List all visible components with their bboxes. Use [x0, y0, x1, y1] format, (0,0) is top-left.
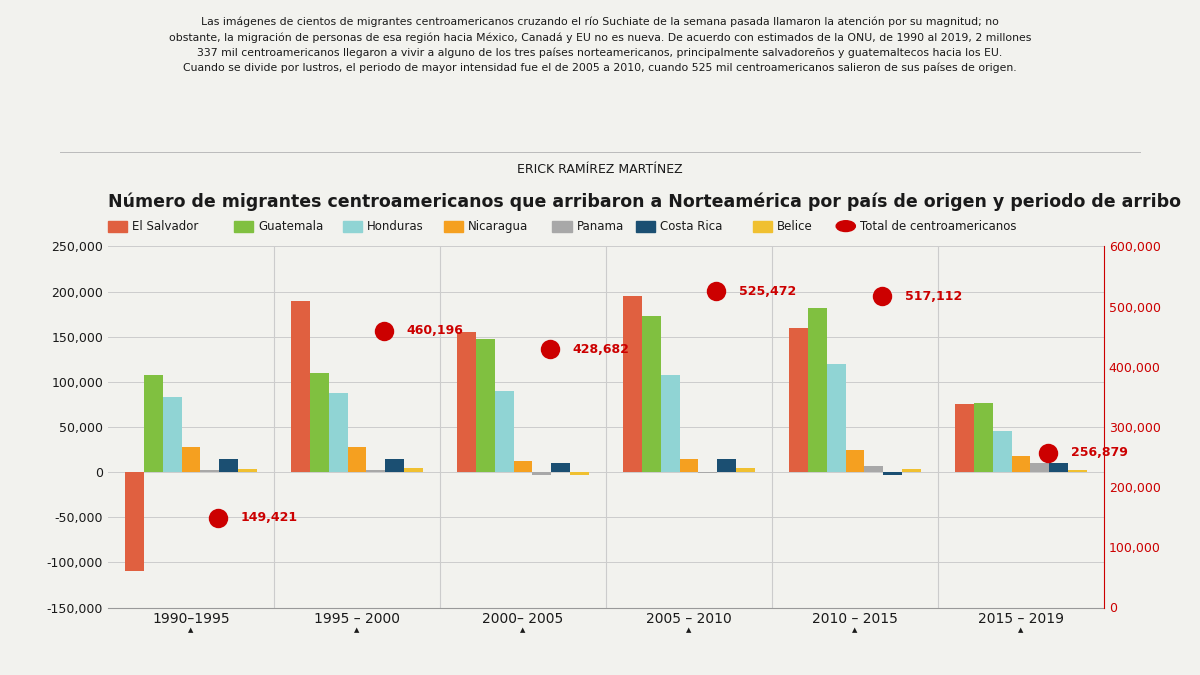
- Bar: [181, 447, 200, 472]
- Bar: [737, 468, 756, 472]
- Bar: [955, 404, 973, 472]
- Text: 517,112: 517,112: [905, 290, 962, 303]
- Text: ▲: ▲: [686, 627, 691, 633]
- Bar: [494, 391, 514, 472]
- Text: 149,421: 149,421: [241, 511, 298, 524]
- Bar: [239, 469, 257, 472]
- Bar: [642, 316, 660, 472]
- Bar: [660, 375, 679, 472]
- Bar: [385, 460, 404, 472]
- Text: Panama: Panama: [576, 219, 624, 233]
- Text: ▲: ▲: [354, 627, 360, 633]
- Text: Honduras: Honduras: [367, 219, 424, 233]
- Bar: [992, 431, 1012, 472]
- Bar: [404, 468, 424, 472]
- Bar: [348, 447, 366, 472]
- Text: Costa Rica: Costa Rica: [660, 219, 722, 233]
- Text: 460,196: 460,196: [407, 324, 463, 337]
- Bar: [552, 463, 570, 472]
- Bar: [883, 472, 902, 475]
- Bar: [456, 332, 475, 472]
- Bar: [1012, 456, 1031, 472]
- Bar: [623, 296, 642, 472]
- Bar: [846, 450, 864, 472]
- Bar: [200, 470, 220, 472]
- Bar: [718, 458, 737, 472]
- Text: ▲: ▲: [1019, 627, 1024, 633]
- Bar: [698, 472, 718, 473]
- Bar: [220, 460, 239, 472]
- Text: ERICK RAMÍREZ MARTÍNEZ: ERICK RAMÍREZ MARTÍNEZ: [517, 163, 683, 176]
- Bar: [973, 402, 992, 472]
- Bar: [679, 458, 698, 472]
- Text: ▲: ▲: [852, 627, 858, 633]
- Bar: [366, 470, 385, 472]
- Bar: [125, 472, 144, 571]
- Text: Número de migrantes centroamericanos que arribaron a Norteamérica por país de or: Número de migrantes centroamericanos que…: [108, 192, 1181, 211]
- Bar: [514, 461, 533, 472]
- Text: ▲: ▲: [521, 627, 526, 633]
- Bar: [329, 393, 348, 472]
- Text: Nicaragua: Nicaragua: [468, 219, 528, 233]
- Text: Belice: Belice: [778, 219, 812, 233]
- Bar: [1050, 463, 1068, 472]
- Bar: [144, 375, 162, 472]
- Bar: [533, 472, 552, 475]
- Text: ▲: ▲: [188, 627, 193, 633]
- Text: 256,879: 256,879: [1070, 446, 1128, 460]
- Bar: [1031, 463, 1050, 472]
- Text: Las imágenes de cientos de migrantes centroamericanos cruzando el río Suchiate d: Las imágenes de cientos de migrantes cen…: [169, 17, 1031, 73]
- Bar: [475, 340, 494, 472]
- Bar: [570, 472, 589, 475]
- Text: Guatemala: Guatemala: [258, 219, 324, 233]
- Text: 525,472: 525,472: [739, 285, 796, 298]
- Bar: [1068, 470, 1087, 472]
- Bar: [902, 469, 922, 472]
- Bar: [827, 364, 846, 472]
- Bar: [310, 373, 329, 472]
- Text: Total de centroamericanos: Total de centroamericanos: [860, 219, 1016, 233]
- Text: El Salvador: El Salvador: [132, 219, 198, 233]
- Text: 428,682: 428,682: [572, 343, 630, 356]
- Bar: [864, 466, 883, 472]
- Bar: [788, 327, 808, 472]
- Bar: [162, 397, 181, 472]
- Bar: [290, 300, 310, 472]
- Bar: [808, 308, 827, 472]
